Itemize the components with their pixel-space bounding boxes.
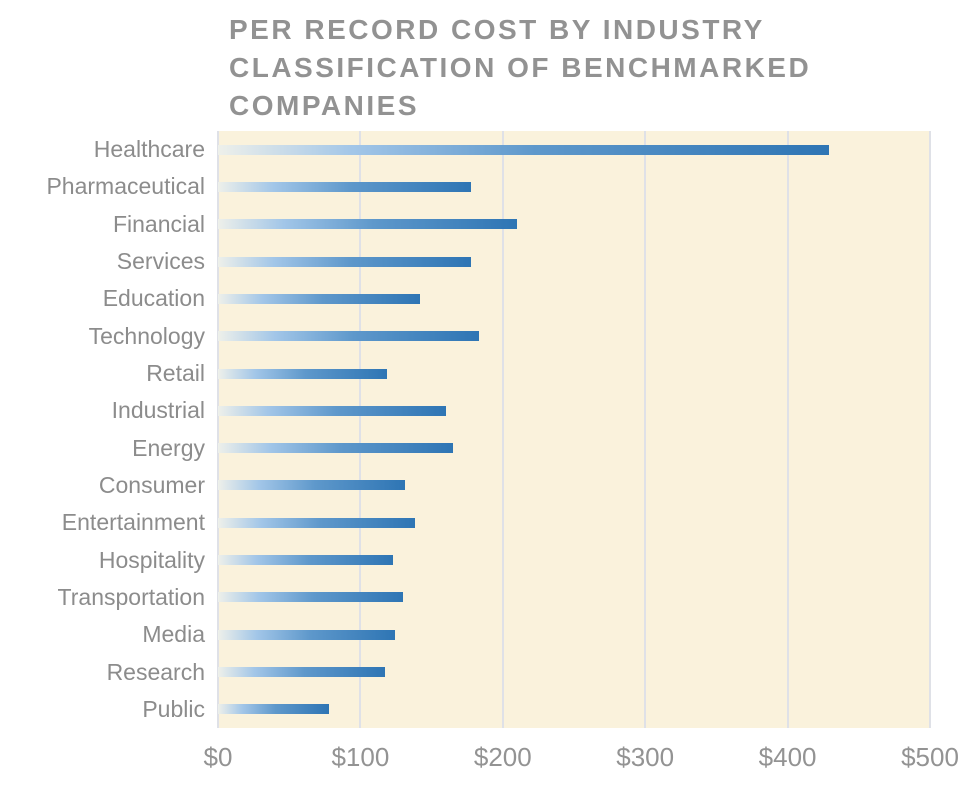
bar-row	[218, 168, 930, 205]
bar-row	[218, 131, 930, 168]
bar-transportation	[218, 592, 404, 603]
gridline	[929, 131, 931, 728]
bar-row	[218, 430, 930, 467]
bar-financial	[218, 219, 518, 230]
bar-row	[218, 541, 930, 578]
bar-row	[218, 467, 930, 504]
category-label: Retail	[146, 360, 205, 387]
chart-title-line: CLASSIFICATION OF BENCHMARKED	[229, 52, 812, 83]
bar-row	[218, 318, 930, 355]
gridline	[501, 131, 504, 728]
x-tick-label: $300	[616, 742, 675, 772]
bar-row	[218, 579, 930, 616]
bar-row	[218, 392, 930, 429]
bar-consumer	[218, 480, 405, 491]
chart-title-line: COMPANIES	[229, 90, 419, 121]
bar-entertainment	[218, 517, 415, 528]
bar-media	[218, 629, 395, 640]
category-label: Technology	[88, 322, 205, 349]
bar-retail	[218, 368, 388, 379]
category-label: Services	[116, 248, 205, 275]
bar-healthcare	[218, 144, 829, 155]
gridline	[786, 131, 789, 728]
x-tick-label: $100	[331, 742, 390, 772]
x-tick-label: $400	[758, 742, 817, 772]
gridline	[359, 131, 362, 728]
category-label: Entertainment	[61, 509, 205, 536]
bar-energy	[218, 443, 453, 454]
gridline	[217, 131, 219, 728]
category-label: Energy	[132, 434, 205, 461]
x-tick-label: $200	[473, 742, 532, 772]
bar-hospitality	[218, 555, 394, 566]
x-tick-label: $0	[203, 742, 233, 772]
bar-industrial	[218, 405, 446, 416]
category-axis: Healthcare Pharmaceutical Financial Service…	[0, 131, 205, 728]
category-label: Public	[142, 695, 205, 722]
bar-row	[218, 653, 930, 690]
bar-row	[218, 504, 930, 541]
bar-series	[218, 131, 930, 728]
category-label: Research	[106, 658, 205, 685]
bar-education	[218, 293, 421, 304]
bar-research	[218, 667, 385, 678]
gridline	[644, 131, 647, 728]
category-label: Consumer	[98, 471, 205, 498]
category-label: Financial	[112, 210, 205, 237]
bar-technology	[218, 331, 479, 342]
bar-public	[218, 704, 330, 715]
bar-row	[218, 206, 930, 243]
bar-services	[218, 256, 472, 267]
chart-title-line: PER RECORD COST BY INDUSTRY	[229, 14, 765, 45]
bar-row	[218, 616, 930, 653]
plot-area	[217, 131, 931, 728]
x-tick-label: $500	[901, 742, 959, 772]
bar-row	[218, 355, 930, 392]
category-label: Industrial	[111, 397, 205, 424]
category-label: Hospitality	[98, 546, 205, 573]
bar-pharmaceutical	[218, 181, 472, 192]
category-label: Transportation	[57, 583, 205, 610]
category-label: Pharmaceutical	[46, 173, 205, 200]
category-label: Media	[142, 621, 205, 648]
bar-row	[218, 691, 930, 728]
category-label: Education	[102, 285, 205, 312]
bar-row	[218, 280, 930, 317]
chart-title: PER RECORD COST BY INDUSTRY CLASSIFICATI…	[229, 11, 929, 125]
category-label: Healthcare	[93, 136, 205, 163]
bar-row	[218, 243, 930, 280]
value-axis: $0 $100 $200 $300 $400 $500	[204, 742, 959, 778]
